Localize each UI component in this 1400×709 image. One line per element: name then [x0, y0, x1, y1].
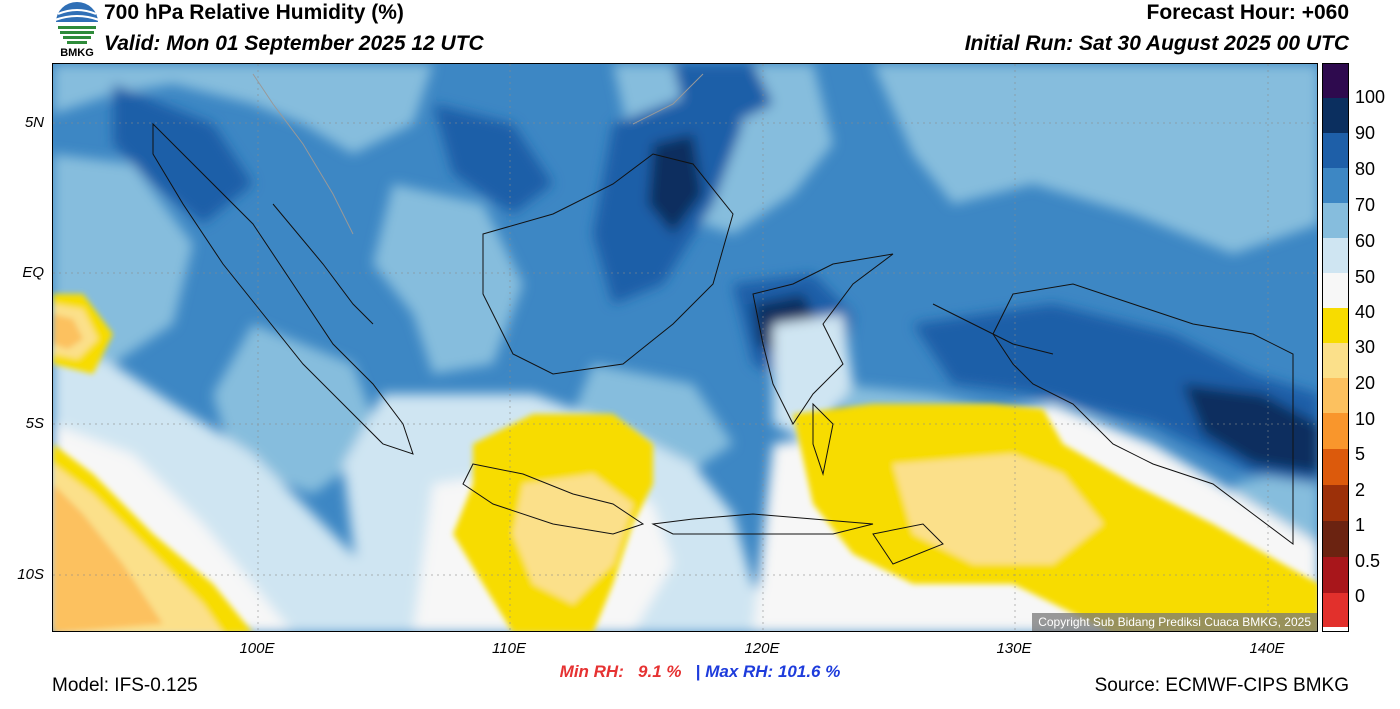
- colorbar: [1322, 63, 1349, 632]
- lat-label-10s: 10S: [17, 566, 44, 583]
- colorbar-label-20: 20: [1355, 373, 1376, 393]
- humidity-map: Copyright Sub Bidang Prediksi Cuaca BMKG…: [52, 63, 1318, 632]
- colorbar-label-50: 50: [1355, 267, 1376, 287]
- colorbar-swatch: [1323, 238, 1348, 273]
- colorbar-swatch: [1323, 521, 1348, 557]
- colorbar-label-0-5: 0.5: [1355, 551, 1381, 571]
- copyright-note: Copyright Sub Bidang Prediksi Cuaca BMKG…: [1032, 613, 1317, 631]
- colorbar-swatch: [1323, 203, 1348, 238]
- colorbar-swatch: [1323, 378, 1348, 413]
- colorbar-label-10: 10: [1355, 409, 1376, 429]
- colorbar-swatch: [1323, 343, 1348, 378]
- rh-stats: Min RH: 9.1 % | Max RH: 101.6 %: [0, 662, 1400, 682]
- source-info: Source: ECMWF-CIPS BMKG: [1094, 675, 1349, 696]
- colorbar-swatch: [1323, 449, 1348, 485]
- colorbar-swatch: [1323, 308, 1348, 343]
- lon-label-140e: 140E: [1249, 640, 1285, 657]
- colorbar-swatch: [1323, 485, 1348, 521]
- forecast-hour: Forecast Hour: +060: [1146, 1, 1350, 24]
- min-rh-value: 9.1 %: [638, 662, 682, 681]
- lat-label-5s: 5S: [25, 415, 44, 432]
- colorbar-label-40: 40: [1355, 302, 1376, 322]
- lon-label-100e: 100E: [239, 640, 275, 657]
- colorbar-label-1: 1: [1355, 515, 1366, 535]
- humidity-field: [53, 64, 1317, 631]
- chart-title: 700 hPa Relative Humidity (%): [104, 1, 404, 24]
- colorbar-label-0: 0: [1355, 586, 1366, 606]
- colorbar-swatch: [1323, 593, 1348, 627]
- colorbar-swatch: [1323, 273, 1348, 308]
- bmkg-logo: BMKG: [52, 2, 102, 60]
- colorbar-label-80: 80: [1355, 159, 1376, 179]
- bmkg-logo-icon: [54, 2, 100, 44]
- lon-label-110e: 110E: [492, 640, 526, 657]
- max-rh-label: Max RH:: [705, 662, 774, 681]
- colorbar-label-5: 5: [1355, 444, 1366, 464]
- colorbar-swatch: [1323, 557, 1348, 593]
- lat-label-eq: EQ: [22, 264, 44, 281]
- colorbar-label-2: 2: [1355, 480, 1366, 500]
- colorbar-label-60: 60: [1355, 231, 1376, 251]
- lon-label-130e: 130E: [996, 640, 1032, 657]
- colorbar-swatch: [1323, 98, 1348, 133]
- stats-separator: |: [695, 662, 701, 681]
- colorbar-swatch: [1323, 413, 1348, 449]
- lon-label-120e: 120E: [744, 640, 780, 657]
- colorbar-swatch: [1323, 64, 1348, 98]
- colorbar-label-30: 30: [1355, 337, 1376, 357]
- colorbar-label-90: 90: [1355, 123, 1376, 143]
- min-rh-label: Min RH:: [559, 662, 624, 681]
- max-rh-value: 101.6 %: [777, 662, 841, 681]
- colorbar-label-70: 70: [1355, 195, 1376, 215]
- logo-text: BMKG: [60, 47, 94, 59]
- colorbar-swatch: [1323, 133, 1348, 168]
- initial-run: Initial Run: Sat 30 August 2025 00 UTC: [964, 32, 1349, 55]
- model-info: Model: IFS-0.125: [52, 675, 198, 696]
- lat-label-5n: 5N: [24, 114, 44, 131]
- valid-time: Valid: Mon 01 September 2025 12 UTC: [104, 32, 484, 55]
- colorbar-swatch: [1323, 168, 1348, 203]
- colorbar-label-100: 100: [1355, 87, 1386, 107]
